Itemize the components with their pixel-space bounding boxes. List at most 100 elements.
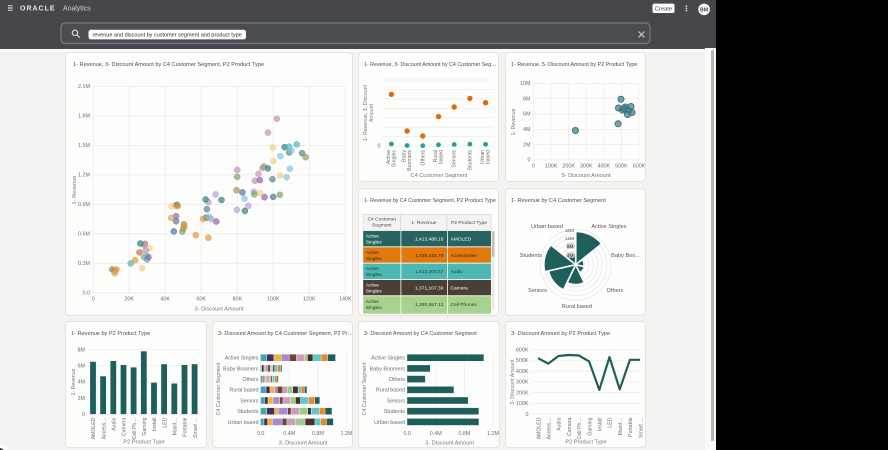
svg-text:Boomers: Boomers — [407, 150, 413, 171]
svg-text:1,280,957.12: 1,280,957.12 — [415, 301, 444, 307]
svg-text:Singles: Singles — [366, 288, 383, 294]
svg-text:Urban based: Urban based — [530, 224, 562, 230]
svg-text:Install: Install — [597, 418, 603, 432]
svg-text:3- Discount Amount: 3- Discount Amount — [278, 441, 327, 447]
svg-text:100K: 100K — [267, 297, 280, 303]
svg-text:Urban based: Urban based — [374, 420, 405, 426]
svg-text:Accessories: Accessories — [451, 252, 478, 258]
svg-text:Gaming: Gaming — [587, 417, 593, 435]
svg-text:3- Discount Amount by P2 Produ: 3- Discount Amount by P2 Product Type — [511, 331, 610, 337]
svg-text:0.4M: 0.4M — [283, 431, 295, 437]
svg-text:1.2M: 1.2M — [78, 173, 90, 179]
svg-text:1- Revenue, 5- Discount Amount: 1- Revenue, 5- Discount Amount by P2 Pro… — [511, 62, 637, 68]
svg-text:3- Discount Amount by C4 Custo: 3- Discount Amount by C4 Customer Segmen… — [364, 331, 477, 337]
svg-text:1- Revenue: 1- Revenue — [71, 368, 77, 395]
svg-text:Active Singles: Active Singles — [371, 356, 405, 362]
svg-text:AMOLED: AMOLED — [91, 417, 97, 439]
svg-text:1.8M: 1.8M — [78, 114, 90, 120]
svg-text:2M: 2M — [523, 142, 531, 148]
svg-text:Access…: Access… — [101, 418, 107, 440]
svg-text:Rural based: Rural based — [376, 388, 405, 394]
svg-text:Baby Boomers: Baby Boomers — [223, 366, 259, 372]
svg-text:AMOLED: AMOLED — [536, 417, 542, 439]
svg-text:1- Revenue: 1- Revenue — [72, 176, 78, 205]
svg-text:Audio: Audio — [556, 417, 562, 430]
svg-text:AMOLED: AMOLED — [451, 236, 472, 242]
svg-text:12M: 12M — [564, 236, 573, 242]
svg-text:80K: 80K — [233, 297, 243, 303]
svg-text:100K: 100K — [544, 164, 557, 170]
svg-text:300K: 300K — [579, 164, 592, 170]
svg-text:Portable: Portable — [183, 417, 189, 436]
svg-text:1.5M: 1.5M — [78, 143, 90, 149]
svg-text:Seniors: Seniors — [452, 150, 458, 168]
svg-text:BM: BM — [700, 7, 708, 13]
svg-text:Camera: Camera — [566, 417, 572, 436]
svg-text:1- Revenue by C4 Customer Segm: 1- Revenue by C4 Customer Segment, P2 Pr… — [364, 198, 496, 204]
svg-text:Students: Students — [384, 409, 406, 415]
svg-text:0.0: 0.0 — [403, 431, 411, 437]
svg-text:1,413,486.16: 1,413,486.16 — [415, 236, 444, 242]
svg-text:Smart …: Smart … — [638, 418, 644, 438]
svg-text:6M: 6M — [523, 112, 531, 118]
svg-text:400K: 400K — [515, 369, 528, 375]
svg-text:4M: 4M — [78, 380, 86, 386]
svg-text:Seniors: Seniors — [240, 398, 259, 404]
svg-text:Others: Others — [242, 377, 258, 383]
svg-text:0: 0 — [525, 412, 528, 418]
svg-text:Baby Boomers: Baby Boomers — [370, 366, 406, 372]
svg-text:Singles: Singles — [366, 304, 383, 310]
svg-text:0.6M: 0.6M — [78, 232, 90, 238]
svg-text:Install: Install — [152, 418, 158, 432]
svg-text:3- Discount Amount by C4 Custo: 3- Discount Amount by C4 Customer Segmen… — [218, 331, 353, 337]
svg-text:1- Revenue, 3- Discount: 1- Revenue, 3- Discount — [363, 84, 369, 140]
svg-text:Others: Others — [420, 150, 426, 166]
svg-text:Students: Students — [519, 253, 541, 259]
svg-text:Active Singles: Active Singles — [224, 356, 258, 362]
svg-text:Others: Others — [389, 377, 405, 383]
svg-text:Maint…: Maint… — [173, 418, 179, 436]
svg-text:Rural based: Rural based — [561, 304, 591, 310]
svg-text:C4 Customer Segment: C4 Customer Segment — [216, 362, 222, 415]
svg-text:Seniors: Seniors — [528, 288, 547, 294]
svg-text:1,025,418.70: 1,025,418.70 — [415, 252, 444, 258]
svg-text:Others: Others — [606, 288, 623, 294]
svg-text:1,371,107.30: 1,371,107.30 — [415, 285, 444, 291]
svg-text:1- Revenue: 1- Revenue — [511, 108, 517, 135]
svg-text:ORACLE: ORACLE — [20, 6, 56, 13]
svg-text:1- Revenue by P2 Product Type: 1- Revenue by P2 Product Type — [71, 331, 150, 337]
svg-text:Singles: Singles — [391, 150, 397, 167]
svg-text:Urban based: Urban based — [227, 420, 258, 426]
svg-text:1.2M: 1.2M — [487, 431, 499, 437]
svg-text:0.9M: 0.9M — [78, 202, 90, 208]
svg-text:1,512,200.57: 1,512,200.57 — [415, 269, 444, 275]
svg-text:0: 0 — [378, 144, 381, 150]
svg-text:1- Revenue: 1- Revenue — [411, 220, 437, 226]
svg-text:3- Discount Amount: 3- Discount Amount — [425, 441, 474, 447]
svg-text:1.2M: 1.2M — [340, 431, 352, 437]
svg-text:Portable: Portable — [628, 417, 634, 436]
svg-text:0: 0 — [527, 158, 530, 164]
svg-text:P2 Product Type: P2 Product Type — [565, 440, 606, 446]
svg-text:Seniors: Seniors — [387, 398, 406, 404]
svg-text:0: 0 — [532, 164, 535, 170]
svg-text:Baby Boo…: Baby Boo… — [611, 253, 641, 259]
svg-text:Create: Create — [655, 6, 672, 12]
svg-text:Singles: Singles — [366, 272, 383, 278]
svg-text:0.3M: 0.3M — [78, 261, 90, 267]
svg-text:P2 Product Type: P2 Product Type — [451, 220, 487, 226]
svg-text:Active Singles: Active Singles — [591, 224, 626, 230]
svg-text:0: 0 — [92, 297, 95, 303]
svg-text:Singles: Singles — [366, 255, 383, 261]
svg-text:2.1M: 2.1M — [78, 84, 90, 90]
svg-text:0.8M: 0.8M — [458, 431, 470, 437]
svg-text:Singles: Singles — [366, 239, 383, 245]
svg-text:Students: Students — [467, 150, 473, 171]
svg-text:200K: 200K — [515, 390, 528, 396]
svg-text:1- Revenue, 3- Discount Amount: 1- Revenue, 3- Discount Amount by C4 Cus… — [73, 62, 264, 68]
svg-text:P2 Product Type: P2 Product Type — [123, 440, 164, 446]
svg-text:600K: 600K — [632, 164, 645, 170]
svg-text:8M: 8M — [523, 96, 531, 102]
svg-text:16M: 16M — [564, 227, 573, 233]
svg-text:0.4M: 0.4M — [430, 431, 442, 437]
